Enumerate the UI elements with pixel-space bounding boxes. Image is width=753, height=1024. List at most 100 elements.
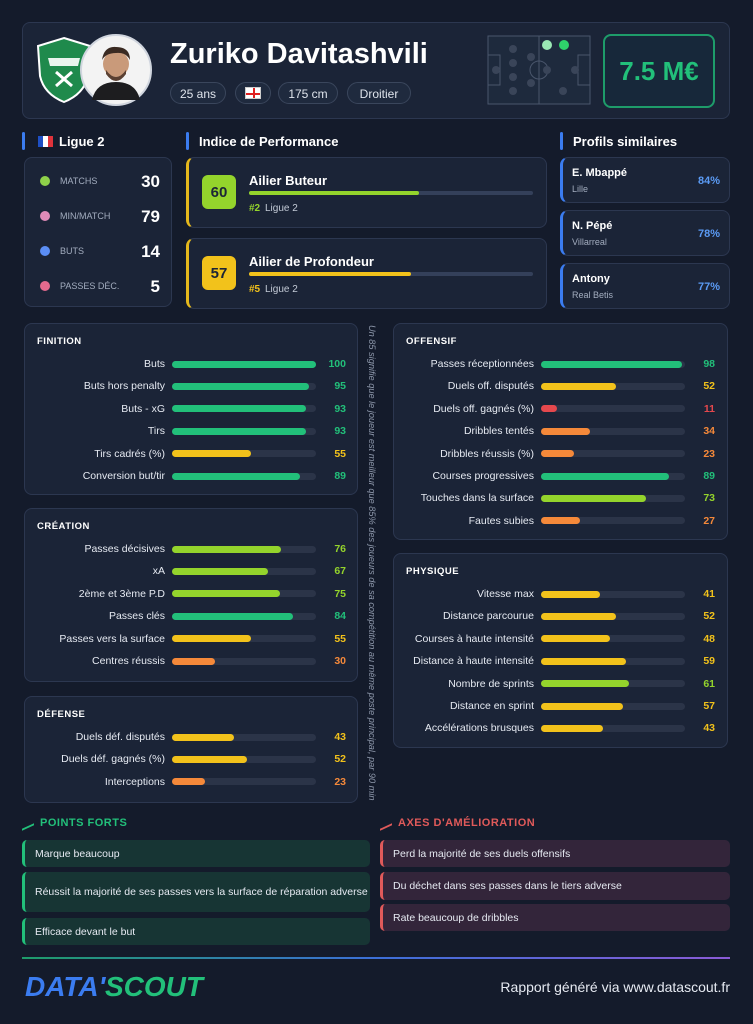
vertical-note: Un 85 signifie que le joueur est meilleu… bbox=[367, 325, 377, 801]
metric-value: 52 bbox=[703, 610, 715, 623]
metric-value: 67 bbox=[334, 565, 346, 578]
list-item-text: Du déchet dans ses passes dans le tiers … bbox=[393, 880, 622, 892]
player-name: Zuriko Davitashvili bbox=[170, 38, 428, 70]
metric-label: Vitesse max bbox=[477, 588, 534, 600]
metric-bar bbox=[541, 450, 575, 458]
metric-value: 59 bbox=[703, 655, 715, 668]
metric-bar bbox=[172, 360, 316, 368]
section-accent bbox=[560, 132, 563, 150]
metric-bar bbox=[541, 657, 626, 665]
market-value: 7.5 M€ bbox=[619, 56, 699, 86]
metric-value: 100 bbox=[328, 358, 346, 370]
list-item bbox=[22, 840, 370, 867]
metric-label: Buts bbox=[143, 358, 165, 370]
list-arrow bbox=[22, 815, 34, 831]
metric-value: 43 bbox=[334, 731, 346, 743]
metric-card bbox=[24, 696, 358, 803]
metric-label: Duels déf. disputés bbox=[75, 731, 165, 743]
metric-label: Buts - xG bbox=[121, 402, 165, 415]
metric-value: 57 bbox=[703, 700, 715, 712]
stat-label: MIN/MATCH bbox=[60, 211, 111, 221]
role-rank: #5 bbox=[249, 284, 261, 295]
metric-value: 61 bbox=[703, 677, 715, 690]
metric-section-title: FINITION bbox=[37, 336, 82, 347]
stat-value: 30 bbox=[141, 172, 160, 191]
metric-value: 41 bbox=[703, 588, 715, 600]
metric-label: Interceptions bbox=[104, 775, 165, 788]
stat-value: 5 bbox=[150, 277, 160, 296]
section-accent bbox=[186, 132, 189, 150]
metric-bar bbox=[172, 405, 306, 413]
player-photo bbox=[80, 34, 152, 106]
metric-section-title: CRÉATION bbox=[37, 521, 90, 532]
metric-label: Tirs cadrés (%) bbox=[94, 447, 165, 460]
metric-label: Passes réceptionnées bbox=[430, 358, 534, 370]
metric-bar bbox=[541, 405, 557, 413]
metric-label: Dribbles tentés bbox=[463, 425, 534, 438]
metric-value: 75 bbox=[334, 587, 346, 600]
metric-label: Centres réussis bbox=[92, 655, 165, 667]
metric-track bbox=[172, 733, 316, 741]
metric-track bbox=[172, 778, 316, 786]
info-pill bbox=[170, 82, 226, 104]
metric-label: 2ème et 3ème P.D bbox=[78, 587, 165, 600]
similar-name: E. Mbappé bbox=[572, 167, 628, 179]
metric-value: 23 bbox=[703, 447, 715, 460]
role-bar bbox=[249, 272, 411, 276]
metric-value: 89 bbox=[703, 470, 715, 482]
metric-bar bbox=[541, 472, 670, 480]
metric-value: 93 bbox=[334, 425, 346, 438]
metric-track bbox=[541, 590, 685, 598]
metric-label: Nombre de sprints bbox=[448, 677, 534, 690]
metric-label: Duels off. gagnés (%) bbox=[433, 402, 534, 415]
role-league: Ligue 2 bbox=[265, 203, 298, 214]
metric-bar bbox=[172, 590, 280, 598]
stat-label: BUTS bbox=[60, 246, 85, 256]
metric-bar bbox=[541, 724, 603, 732]
list-item bbox=[380, 904, 730, 931]
list-arrow bbox=[380, 815, 392, 831]
list-item-text: Réussit la majorité de ses passes vers l… bbox=[35, 886, 368, 898]
list-title: POINTS FORTS bbox=[40, 817, 128, 829]
stat-icon bbox=[40, 281, 50, 291]
similar-card[interactable] bbox=[560, 210, 730, 256]
metric-section-title: OFFENSIF bbox=[406, 336, 457, 347]
metric-bar bbox=[172, 427, 306, 435]
metric-value: 73 bbox=[703, 492, 715, 505]
metric-bar bbox=[541, 635, 611, 643]
metric-value: 84 bbox=[334, 610, 346, 623]
metric-track bbox=[172, 657, 316, 665]
info-pill-text: 175 cm bbox=[288, 87, 328, 101]
metric-bar bbox=[172, 545, 282, 553]
list-item bbox=[380, 840, 730, 867]
list-title: AXES D'AMÉLIORATION bbox=[398, 817, 536, 829]
role-league: Ligue 2 bbox=[265, 284, 298, 295]
metric-label: Tirs bbox=[147, 425, 165, 438]
list-item bbox=[22, 872, 370, 912]
metric-label: xA bbox=[152, 565, 165, 578]
similar-match: 77% bbox=[697, 281, 720, 293]
metric-bar bbox=[172, 657, 216, 665]
section-heading: Ligue 2 bbox=[59, 134, 105, 149]
section-accent bbox=[22, 132, 25, 150]
metric-section-title: PHYSIQUE bbox=[406, 566, 460, 577]
metric-label: Courses à haute intensité bbox=[414, 632, 534, 645]
metric-label: Accélérations brusques bbox=[424, 722, 534, 735]
metric-value: 23 bbox=[334, 775, 346, 788]
metric-value: 55 bbox=[334, 632, 346, 645]
report-source: Rapport généré via www.datascout.fr bbox=[500, 979, 730, 995]
metric-value: 93 bbox=[334, 402, 346, 415]
metric-label: Dribbles réussis (%) bbox=[440, 447, 534, 460]
section-heading: Profils similaires bbox=[573, 134, 678, 149]
metric-value: 52 bbox=[334, 753, 346, 766]
stat-icon bbox=[40, 211, 50, 221]
metric-track bbox=[541, 405, 685, 413]
section-heading: Indice de Performance bbox=[199, 134, 339, 149]
similar-name: Antony bbox=[572, 273, 610, 285]
metric-bar bbox=[541, 360, 683, 368]
pitch-map bbox=[487, 35, 591, 105]
similar-card[interactable] bbox=[560, 263, 730, 309]
similar-card[interactable] bbox=[560, 157, 730, 203]
metric-value: 95 bbox=[334, 380, 346, 393]
